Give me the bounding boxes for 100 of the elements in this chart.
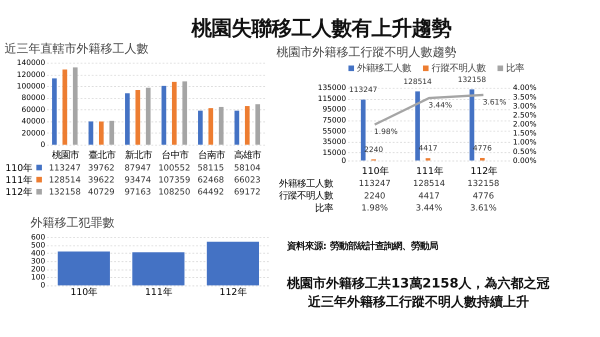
x-tick-label: 110年: [362, 166, 389, 178]
x-tick-label: 高雄市: [234, 150, 262, 162]
y2-tick-label: 3.00%: [512, 101, 537, 110]
data-label: 58104: [234, 162, 261, 172]
y-tick-label: 55000: [322, 126, 346, 136]
data-label: 3.61%: [470, 202, 497, 212]
data-label: 66023: [234, 174, 261, 184]
text: 比率: [315, 202, 334, 214]
bar: [198, 110, 203, 145]
data-label: 39762: [88, 162, 115, 172]
bar: [480, 158, 485, 161]
bar: [132, 252, 184, 286]
y-tick-label: 100000: [16, 81, 46, 90]
text: 3.61%: [482, 97, 506, 106]
y2-tick-label: 0.50%: [512, 146, 537, 156]
y-tick-label: 135000: [318, 83, 346, 92]
bar: [234, 110, 240, 145]
x-tick-label: 112年: [470, 166, 498, 178]
data-label: 1.98%: [361, 202, 388, 212]
chart-title: 桃園市外籍移工行蹤不明人數趨勢: [276, 45, 457, 60]
data-label: 4776: [472, 190, 494, 200]
y-tick-label: 600: [30, 232, 46, 242]
text: 1.98%: [374, 126, 398, 136]
y-tick-label: 120000: [16, 70, 46, 79]
text: 行蹤不明人數: [279, 190, 334, 202]
bar: [172, 82, 177, 145]
y2-tick-label: 1.00%: [512, 138, 537, 147]
y-tick-label: 0: [40, 280, 46, 290]
legend-label: 112年: [5, 187, 32, 198]
data-label: 93474: [124, 174, 152, 184]
x-tick-label: 110年: [70, 287, 98, 298]
data-label: 108250: [158, 186, 190, 197]
data-label: 3.44%: [416, 202, 442, 212]
y-tick-label: 500: [30, 240, 46, 250]
bar: [182, 81, 188, 145]
y-tick-label: 40000: [22, 116, 46, 126]
y2-tick-label: 2.00%: [512, 120, 537, 129]
y-tick-label: 0: [40, 140, 46, 150]
legend-label: 比率: [506, 63, 524, 74]
bar: [72, 67, 78, 145]
bar: [98, 122, 104, 145]
data-label: 58115: [197, 162, 224, 172]
data-label: 107359: [158, 174, 190, 184]
bar: [88, 121, 94, 145]
y-tick-label: 20000: [22, 128, 46, 138]
y-tick-label: 400: [30, 248, 46, 258]
bar: [62, 69, 68, 145]
data-label: 2240: [364, 190, 386, 200]
chart-title: 外籍移工犯罪數: [30, 216, 114, 230]
data-label: 100552: [158, 162, 190, 172]
bar: [208, 108, 214, 145]
bar: [426, 158, 430, 161]
bar: [135, 90, 140, 145]
y-tick-label: 95000: [322, 104, 346, 114]
text: 近三年外籍移工行蹤不明人數持續上升: [306, 294, 529, 310]
y2-tick-label: 1.50%: [512, 128, 537, 138]
legend-label: 行蹤不明人數: [431, 63, 486, 74]
bar: [162, 86, 166, 145]
text: 113247: [349, 85, 378, 94]
x-tick-label: 臺北市: [88, 150, 116, 162]
x-tick-label: 112年: [220, 287, 246, 298]
data-label: 128514: [48, 174, 81, 184]
text: 桃園失聯移工人數有上升趨勢: [190, 16, 452, 40]
bar: [52, 78, 57, 145]
bar: [470, 89, 474, 161]
y2-tick-label: 2.50%: [512, 110, 537, 120]
y-tick-label: 300: [30, 256, 46, 266]
bar: [218, 106, 224, 145]
data-label: 132158: [48, 186, 81, 197]
y-tick-label: 0: [341, 156, 346, 165]
data-label: 97163: [124, 186, 152, 197]
data-label: 69172: [234, 186, 261, 197]
legend-label: 外籍移工人數: [356, 63, 411, 74]
x-tick-label: 新北市: [124, 150, 152, 162]
y-tick-label: 60000: [22, 104, 46, 114]
data-label: 64492: [197, 186, 224, 197]
y-tick-label: 115000: [318, 94, 346, 103]
bar: [206, 242, 260, 286]
legend-label: 111年: [5, 174, 32, 186]
bar: [244, 106, 250, 145]
data-label: 62468: [197, 174, 224, 184]
data-label: 4417: [418, 190, 440, 200]
text: 3.44%: [428, 100, 452, 110]
data-label: 39622: [88, 174, 115, 184]
y-tick-label: 80000: [22, 93, 46, 102]
bar: [360, 100, 366, 161]
x-tick-label: 111年: [145, 287, 172, 298]
bar: [146, 88, 151, 145]
source-note: 資料來源: 勞動部統計查詢網、勞動局: [286, 241, 438, 252]
y2-tick-label: 0.00%: [512, 156, 537, 165]
x-tick-label: 桃園市: [52, 150, 79, 162]
bar: [415, 91, 420, 161]
data-label: 128514: [413, 178, 446, 188]
bar: [58, 251, 110, 286]
data-label: 113247: [358, 178, 391, 188]
text: 桃園市外籍移工共13萬2158人，為六都之冠: [286, 275, 550, 292]
data-label: 87947: [124, 162, 152, 172]
text: 外籍移工人數: [279, 178, 334, 190]
y-tick-label: 75000: [322, 116, 346, 125]
text: 128514: [403, 76, 432, 86]
